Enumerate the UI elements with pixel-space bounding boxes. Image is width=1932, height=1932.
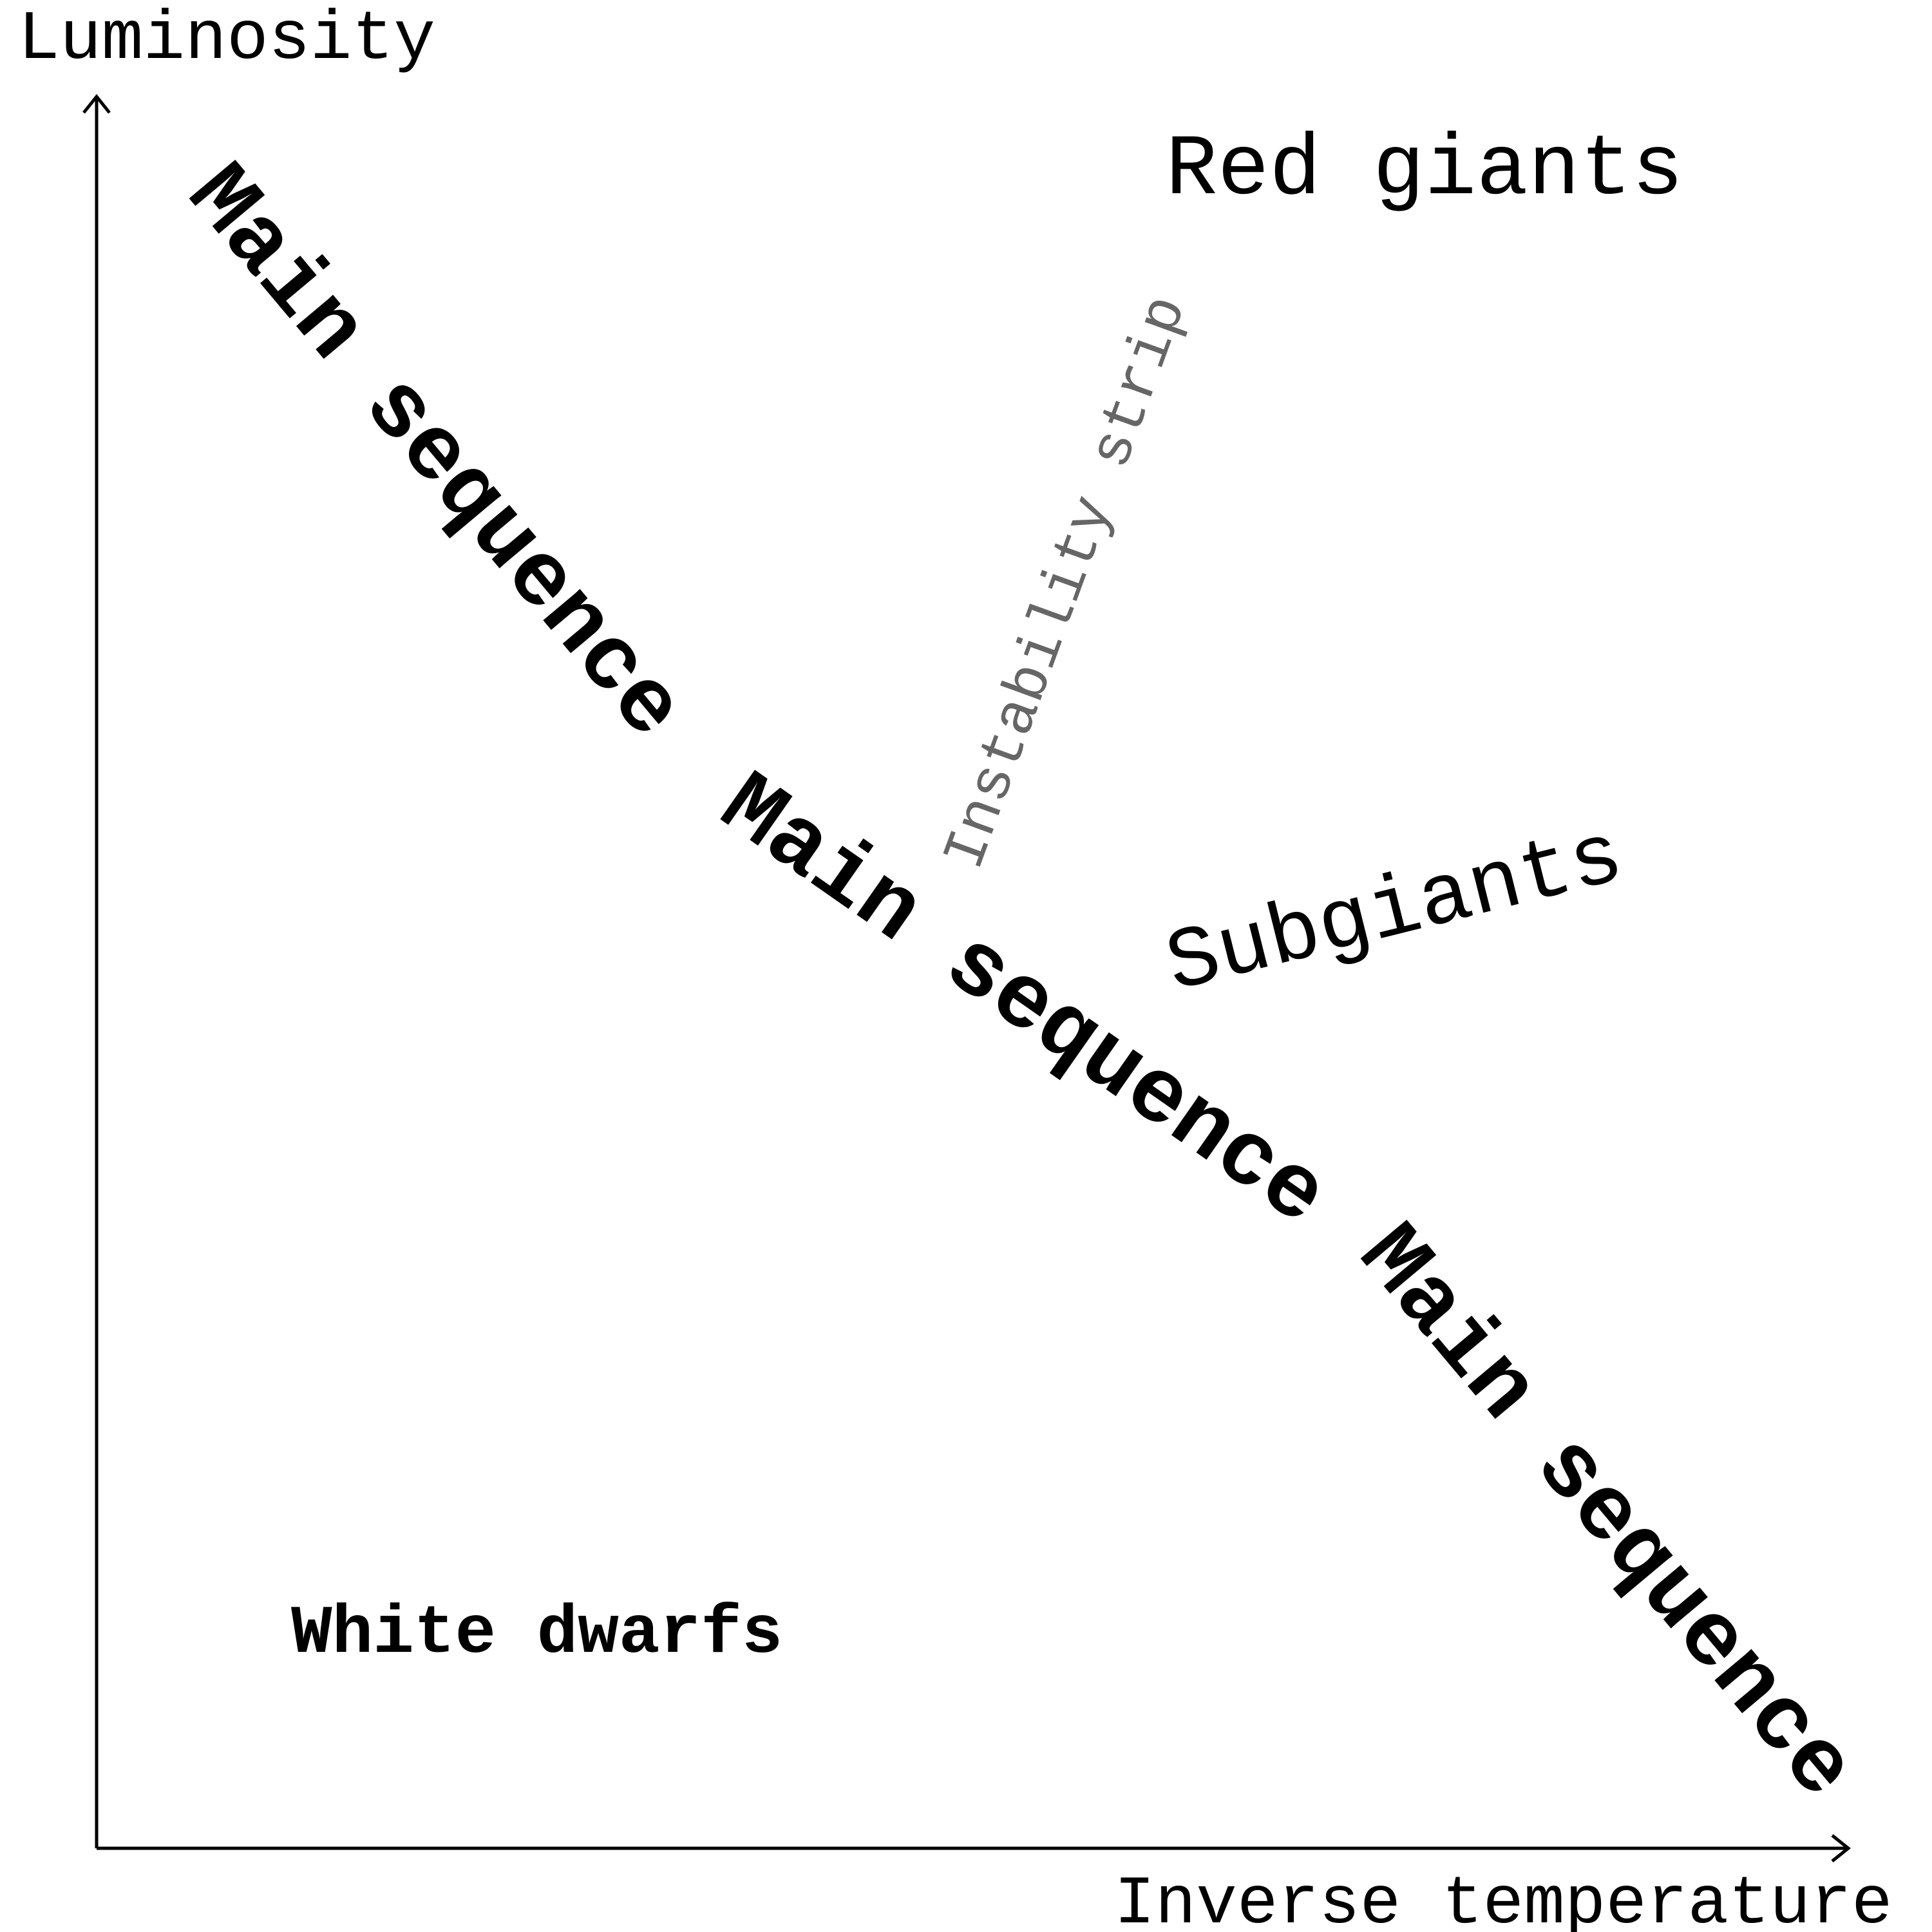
region-label: White dwarfs [291,1595,782,1672]
region-label: Main sequence [1336,1206,1874,1819]
x-axis-arrow [1831,1834,1852,1862]
region-label: Instability strip [931,287,1202,878]
y-axis-label: Luminosity [18,1,435,79]
y-axis-arrow [82,93,111,114]
region-label: Main sequence [165,146,703,759]
x-axis-label: Inverse temperature [1114,1866,1893,1932]
region-label: Red giants [1166,122,1683,220]
region-label: Main sequence [701,754,1345,1248]
region-label: Subgiants [1157,808,1633,1016]
